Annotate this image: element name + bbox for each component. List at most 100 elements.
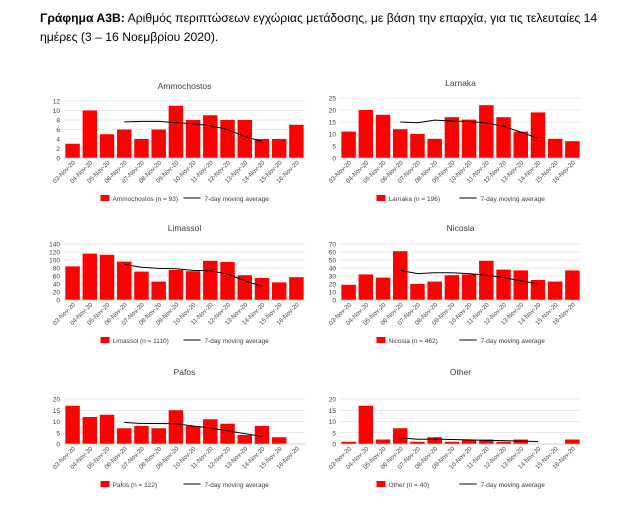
bar <box>375 114 391 158</box>
bar <box>341 131 356 158</box>
bar <box>151 428 166 444</box>
legend-bar-label: Ammochostos (n = 93) <box>113 196 179 203</box>
bar <box>496 441 511 444</box>
y-tick-label: 10 <box>329 290 337 297</box>
bar <box>134 426 149 444</box>
chart-ammochostos: Ammochostos02468101203-Nov-2004-Nov-2005… <box>52 81 305 203</box>
y-tick-label: 0 <box>332 442 336 449</box>
bar <box>358 110 374 158</box>
bar <box>393 428 408 444</box>
bar <box>547 138 563 158</box>
bar <box>185 120 201 158</box>
legend-bar-label: Nicosia (n = 462) <box>389 338 438 345</box>
y-tick-label: 15 <box>329 408 337 415</box>
y-tick-label: 15 <box>329 120 337 127</box>
moving-average-line <box>400 119 539 139</box>
bar <box>203 419 218 444</box>
y-tick-label: 2 <box>56 146 60 153</box>
moving-average-line <box>124 421 263 438</box>
y-tick-label: 30 <box>329 274 337 281</box>
bar <box>254 139 270 158</box>
y-tick-label: 0 <box>56 442 60 449</box>
legend-bar-swatch <box>376 195 386 201</box>
y-tick-label: 0 <box>332 298 336 305</box>
moving-average-line <box>400 269 539 285</box>
legend-bar-swatch <box>100 481 110 487</box>
bar <box>393 129 408 158</box>
chart-legend: Pafos (n = 122) 7-day moving average <box>100 481 270 489</box>
chart-legend: Other (n = 40) 7-day moving average <box>376 481 545 489</box>
bar <box>427 437 442 444</box>
y-tick-label: 8 <box>56 118 60 125</box>
figure-caption: Γράφημα Α3Β: Αριθμός περιπτώσεων εγχώρια… <box>40 9 600 47</box>
legend-bar-label: Larnaka (n = 196) <box>389 196 441 203</box>
bar <box>271 437 287 444</box>
bar <box>203 260 218 300</box>
y-tick-label: 10 <box>329 132 337 139</box>
chart-title: Nicosia <box>447 223 475 233</box>
bar <box>82 110 98 158</box>
bar <box>203 115 218 158</box>
legend-bar-swatch <box>376 481 386 487</box>
bar <box>168 105 184 158</box>
bar <box>117 428 132 444</box>
legend-bar-label: Limassol (n = 1110) <box>113 338 169 345</box>
bar <box>565 270 580 300</box>
bar <box>444 441 460 444</box>
bar <box>99 254 115 300</box>
chart-title: Other <box>450 367 471 377</box>
y-tick-label: 10 <box>53 108 61 115</box>
y-tick-label: 10 <box>329 419 337 426</box>
legend-line-label: 7-day moving average <box>481 338 546 345</box>
y-tick-label: 100 <box>49 258 60 265</box>
legend-line-label: 7-day moving average <box>205 482 270 489</box>
bar <box>271 282 287 300</box>
y-tick-label: 40 <box>329 266 337 273</box>
legend-bar-label: Pafos (n = 122) <box>113 482 158 489</box>
bar <box>151 281 166 300</box>
bar <box>530 112 546 158</box>
bar <box>289 277 304 300</box>
bar <box>82 417 98 444</box>
chart-title: Limassol <box>168 223 202 233</box>
bar <box>410 284 425 300</box>
moving-average-line <box>400 437 539 442</box>
bar <box>220 120 235 158</box>
bar <box>134 271 149 300</box>
bar <box>427 138 442 158</box>
chart-limassol: Limassol02040608010012014003-Nov-2004-No… <box>49 223 305 345</box>
y-tick-label: 12 <box>53 99 61 106</box>
bar <box>479 105 494 158</box>
y-tick-label: 5 <box>56 430 60 437</box>
bar <box>341 441 356 444</box>
bar <box>117 129 132 158</box>
bar <box>513 131 528 158</box>
chart-larnaka: Larnaka051015202503-Nov-2004-Nov-2005-No… <box>328 78 581 203</box>
y-tick-label: 60 <box>329 250 337 257</box>
chart-legend: Ammochostos (n = 93) 7-day moving average <box>100 195 269 203</box>
y-tick-label: 20 <box>329 397 337 404</box>
y-tick-label: 20 <box>53 397 61 404</box>
y-tick-label: 20 <box>329 108 337 115</box>
y-tick-label: 140 <box>49 242 60 249</box>
bar <box>530 280 546 300</box>
y-tick-label: 20 <box>53 290 61 297</box>
bar <box>65 405 80 444</box>
chart-legend: Limassol (n = 1110) 7-day moving average <box>100 337 270 345</box>
y-tick-label: 0 <box>56 298 60 305</box>
y-tick-label: 25 <box>329 96 337 103</box>
y-tick-label: 15 <box>53 408 61 415</box>
moving-average-line <box>124 263 263 287</box>
y-tick-label: 60 <box>53 274 61 281</box>
bar <box>375 439 391 444</box>
bar <box>461 119 477 158</box>
y-tick-label: 0 <box>332 156 336 163</box>
bar <box>65 143 80 158</box>
bar <box>168 270 184 300</box>
chart-title: Ammochostos <box>158 81 212 91</box>
legend-line-label: 7-day moving average <box>205 338 270 345</box>
y-tick-label: 70 <box>329 242 337 249</box>
y-tick-label: 4 <box>56 137 60 144</box>
bar <box>168 410 184 444</box>
